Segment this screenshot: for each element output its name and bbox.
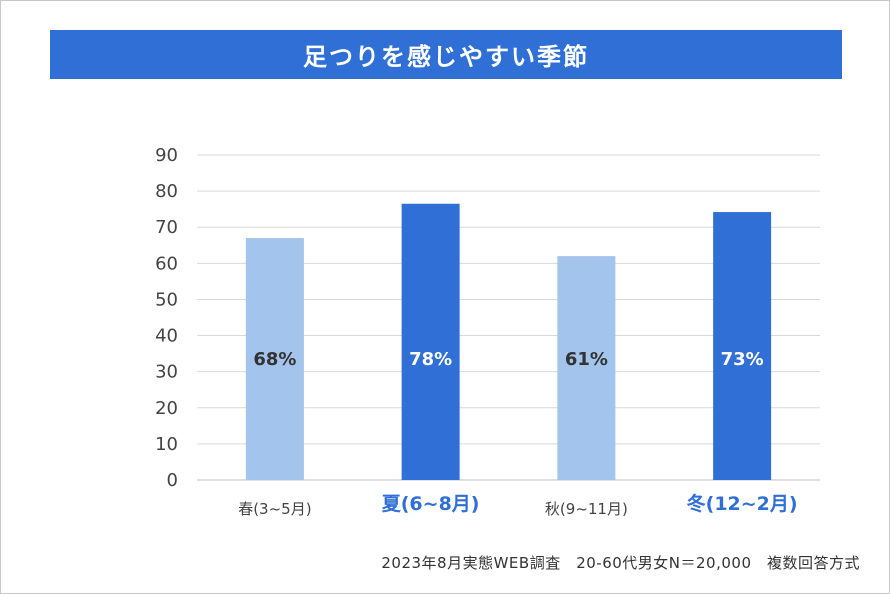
y-tick-label: 70	[155, 217, 178, 238]
x-axis-ticks: 春(3~5月) 夏(6~8月) 秋(9~11月) 冬(12~2月)	[238, 492, 797, 518]
y-tick-label: 60	[155, 253, 178, 274]
y-tick-label: 50	[155, 289, 178, 310]
data-label: 78%	[409, 349, 452, 370]
data-label: 73%	[721, 349, 764, 370]
y-tick-label: 40	[155, 326, 178, 347]
y-tick-label: 20	[155, 398, 178, 419]
bars	[245, 203, 772, 481]
x-tick-label: 夏(6~8月)	[382, 493, 480, 515]
bar	[557, 256, 616, 480]
title-banner: 足つりを感じやすい季節	[50, 30, 842, 79]
data-label: 61%	[565, 349, 608, 370]
x-tick-label: 冬(12~2月)	[687, 492, 798, 515]
bar	[713, 212, 772, 481]
data-labels: 68% 78% 61% 73%	[253, 349, 763, 370]
y-tick-label: 0	[167, 470, 178, 491]
x-tick-label: 春(3~5月)	[238, 500, 311, 518]
survey-footnote: 2023年8月実態WEB調査 20-60代男女N＝20,000 複数回答方式	[381, 554, 860, 572]
y-tick-label: 90	[155, 145, 178, 166]
y-axis-ticks: 0 10 20 30 40 50 60 70 80 90	[155, 145, 178, 491]
y-tick-label: 30	[155, 362, 178, 383]
bar	[245, 238, 304, 480]
bar	[401, 203, 460, 480]
y-tick-label: 80	[155, 181, 178, 202]
y-tick-label: 10	[155, 434, 178, 455]
x-tick-label: 秋(9~11月)	[545, 500, 628, 518]
chart-title: 足つりを感じやすい季節	[303, 43, 589, 71]
data-label: 68%	[253, 349, 296, 370]
